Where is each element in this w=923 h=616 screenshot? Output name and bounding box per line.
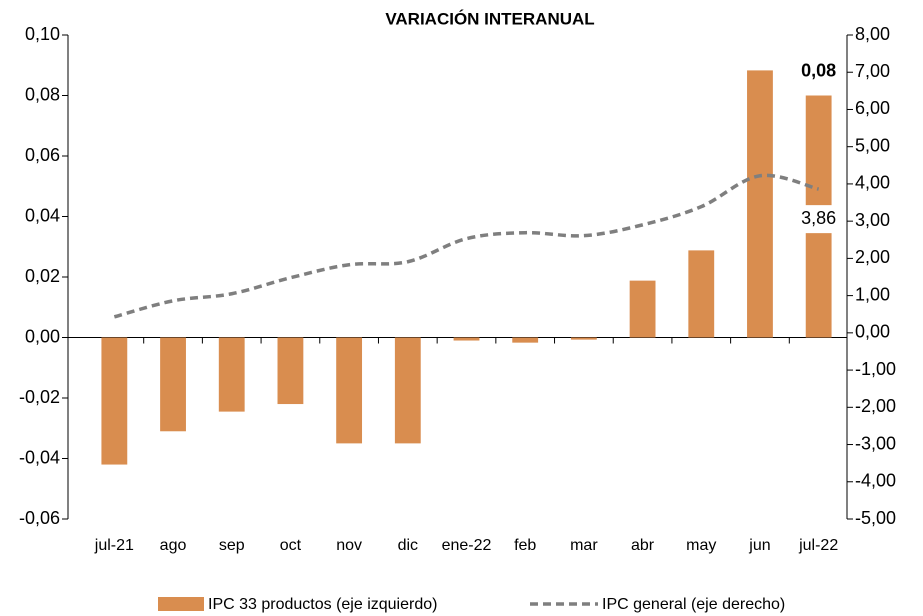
legend-swatch (158, 597, 204, 611)
y-tick-label: 0,10 (25, 24, 60, 44)
bar (394, 337, 421, 444)
x-tick-label: jul-22 (798, 537, 838, 554)
y2-tick-label: -3,00 (855, 433, 896, 453)
bar (747, 70, 773, 338)
line (113, 173, 820, 319)
value-label: 3,86 (801, 208, 836, 228)
bar (277, 337, 304, 405)
x-tick-label: sep (219, 537, 245, 554)
y2-tick-label: -1,00 (855, 359, 896, 379)
x-tick-label: mar (570, 537, 598, 554)
bar (629, 280, 656, 338)
x-tick-label: oct (280, 537, 302, 554)
bar (453, 337, 480, 341)
x-tick-label: may (686, 537, 716, 554)
y2-tick-label: 2,00 (855, 247, 890, 267)
y-tick-label: 0,04 (25, 205, 60, 225)
y-tick-label: -0,02 (19, 387, 60, 407)
y-tick-label: -0,04 (19, 447, 60, 467)
y2-tick-label: 0,00 (855, 322, 890, 342)
y2-tick-label: 4,00 (855, 173, 890, 193)
bar (218, 337, 245, 412)
y2-tick-label: 3,00 (855, 210, 890, 230)
bar (570, 337, 597, 340)
x-tick-label: abr (631, 537, 655, 554)
legend-label: IPC general (eje derecho) (602, 596, 785, 613)
y2-tick-label: 7,00 (855, 61, 890, 81)
y-tick-label: 0,06 (25, 145, 60, 165)
value-label: 0,08 (801, 60, 836, 80)
chart-title: VARIACIÓN INTERANUAL (385, 9, 594, 28)
x-tick-label: feb (514, 537, 536, 554)
y2-tick-label: 6,00 (855, 98, 890, 118)
y2-tick-label: 8,00 (855, 24, 890, 44)
legend-label: IPC 33 productos (eje izquierdo) (208, 596, 437, 613)
value-label-bg (792, 205, 845, 234)
x-tick-label: jun (748, 537, 770, 554)
bar (101, 337, 128, 465)
x-tick-label: dic (398, 537, 418, 554)
y2-tick-label: -2,00 (855, 396, 896, 416)
y-tick-label: 0,00 (25, 326, 60, 346)
bar (688, 250, 715, 338)
bar (160, 337, 186, 432)
bar (336, 337, 363, 444)
bar (512, 337, 539, 343)
y2-tick-label: 1,00 (855, 284, 890, 304)
x-tick-label: nov (336, 537, 362, 554)
y-tick-label: -0,06 (19, 508, 60, 528)
y2-tick-label: 5,00 (855, 135, 890, 155)
y2-tick-label: -5,00 (855, 508, 896, 528)
y-tick-label: 0,02 (25, 266, 60, 286)
y-tick-label: 0,08 (25, 84, 60, 104)
x-tick-label: ene-22 (442, 537, 492, 554)
y2-tick-label: -4,00 (855, 471, 896, 491)
x-tick-label: jul-21 (94, 537, 134, 554)
x-tick-label: ago (160, 537, 187, 554)
